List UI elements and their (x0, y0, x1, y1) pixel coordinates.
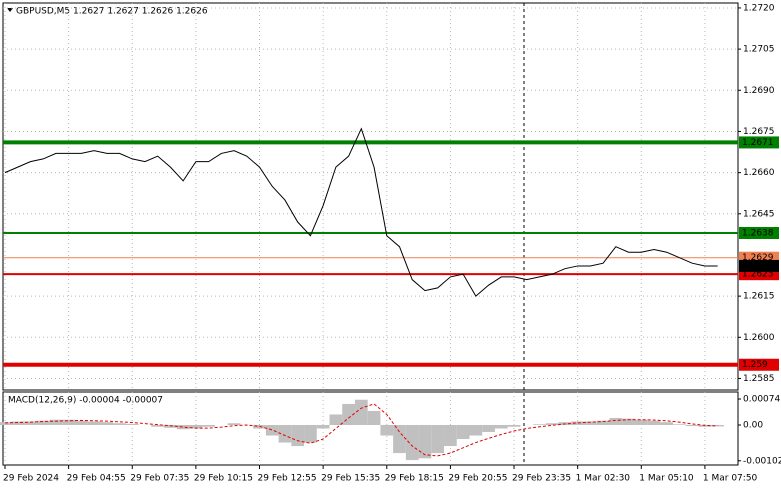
x-tick-label: 29 Feb 07:35 (130, 474, 189, 484)
signal-line (4, 403, 718, 457)
macd-bar (634, 419, 648, 425)
macd-bar (125, 423, 139, 425)
macd-bar (0, 422, 12, 425)
macd-bar (494, 424, 508, 429)
macd-bar (533, 424, 546, 425)
macd-bar (393, 424, 406, 454)
level-label: 1.2629 (742, 253, 774, 263)
price-line (4, 127, 718, 297)
macd-bar (367, 410, 381, 425)
y-tick-label: 1.2675 (743, 127, 775, 137)
macd-bar (164, 424, 177, 428)
y-tick-label: 0.00074 (743, 395, 780, 405)
macd-bar (202, 424, 215, 427)
macd-bar (609, 417, 623, 425)
macd-bar (227, 423, 241, 425)
macd-bar (507, 424, 521, 427)
macd-bar (584, 421, 597, 425)
symbol-arrow (7, 8, 13, 12)
macd-bar (316, 424, 330, 429)
macd-bar (24, 421, 37, 425)
last-price-label: 1.2626 (742, 261, 774, 271)
x-tick-label: 29 Feb 20:55 (448, 474, 507, 484)
macd-bar (685, 424, 699, 427)
chart-title: GBPUSD,M5 1.2627 1.2627 1.2626 1.2626 (16, 7, 208, 17)
macd-bar (698, 424, 712, 427)
macd-title: MACD(12,26,9) -0.00004 -0.00007 (8, 396, 163, 406)
macd-bar (11, 421, 25, 425)
level-label-box (739, 136, 779, 149)
level-label: 1.2623 (742, 270, 774, 280)
x-tick-label: 29 Feb 15:35 (321, 474, 380, 484)
x-tick-label: 1 Mar 07:50 (703, 474, 758, 484)
macd-bar (62, 419, 75, 425)
macd-bar (431, 424, 445, 454)
level-label-box (739, 227, 779, 240)
macd-bar (456, 424, 470, 440)
macd-bar (418, 424, 432, 459)
macd-bar (74, 420, 88, 425)
macd-bar (469, 424, 483, 436)
level-label: 1.2671 (742, 138, 774, 148)
level-label-box (739, 358, 779, 371)
macd-bar (660, 422, 674, 425)
macd-bar (622, 418, 635, 425)
macd-bar (36, 420, 50, 425)
y-tick-label: 1.2660 (743, 168, 775, 178)
last-price-box (739, 259, 779, 272)
macd-bar (278, 424, 292, 443)
x-tick-label: 29 Feb 23:35 (512, 474, 571, 484)
macd-bar (151, 424, 165, 427)
y-tick-label: -0.00102 (743, 456, 781, 466)
macd-bar (571, 421, 585, 425)
macd-bar (87, 421, 101, 425)
level-label: 1.259 (742, 360, 768, 370)
macd-bar (189, 424, 203, 429)
y-tick-label: 1.2690 (743, 86, 775, 96)
y-tick-label: 1.2585 (743, 374, 775, 384)
y-tick-label: 1.2705 (743, 45, 775, 55)
main-frame (2, 2, 739, 391)
x-tick-label: 1 Mar 02:30 (576, 474, 631, 484)
y-tick-label: 1.2720 (743, 3, 775, 13)
x-tick-label: 29 Feb 10:15 (194, 474, 253, 484)
macd-bar (342, 403, 355, 425)
macd-bar (304, 424, 317, 443)
macd-bar (354, 399, 368, 425)
macd-bar (113, 423, 126, 425)
y-tick-label: 1.2645 (743, 209, 775, 219)
y-tick-label: 1.2600 (743, 333, 775, 343)
x-tick-label: 29 Feb 04:55 (67, 474, 126, 484)
x-tick-label: 29 Feb 12:55 (258, 474, 317, 484)
x-tick-label: 1 Mar 05:10 (639, 474, 694, 484)
macd-bar (545, 423, 559, 425)
macd-bar (49, 419, 63, 425)
macd-bar (673, 424, 686, 425)
macd-bar (482, 424, 495, 433)
macd-bar (596, 420, 610, 425)
macd-bar (647, 420, 661, 425)
macd-bar (291, 424, 305, 447)
x-tick-label: 29 Feb 2024 (3, 474, 59, 484)
y-tick-label: 0.00 (743, 420, 763, 430)
x-tick-label: 29 Feb 18:15 (385, 474, 444, 484)
y-tick-label: 1.2615 (743, 292, 775, 302)
macd-bar (176, 424, 190, 430)
macd-frame (2, 391, 739, 466)
level-label: 1.2638 (742, 229, 774, 239)
macd-bar (405, 424, 419, 461)
macd-bar (380, 424, 394, 436)
macd-bar (265, 424, 279, 436)
macd-bar (100, 422, 114, 425)
macd-bar (444, 424, 457, 447)
macd-bar (329, 414, 343, 425)
